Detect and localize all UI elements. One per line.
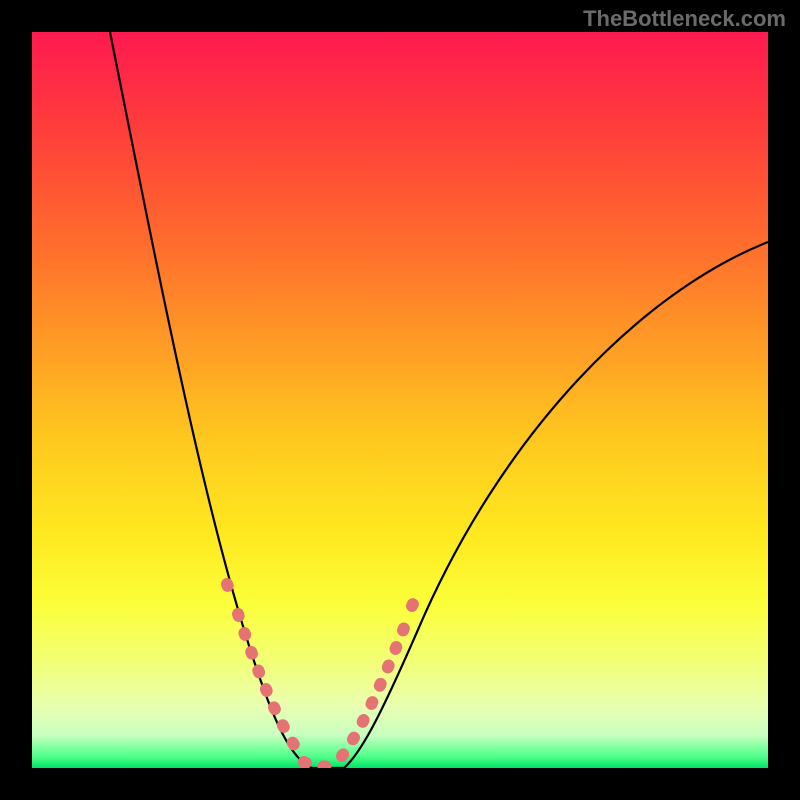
bottleneck-chart: [32, 32, 768, 768]
chart-frame: TheBottleneck.com: [0, 0, 800, 800]
watermark-text: TheBottleneck.com: [583, 6, 786, 32]
gradient-background: [32, 32, 768, 768]
